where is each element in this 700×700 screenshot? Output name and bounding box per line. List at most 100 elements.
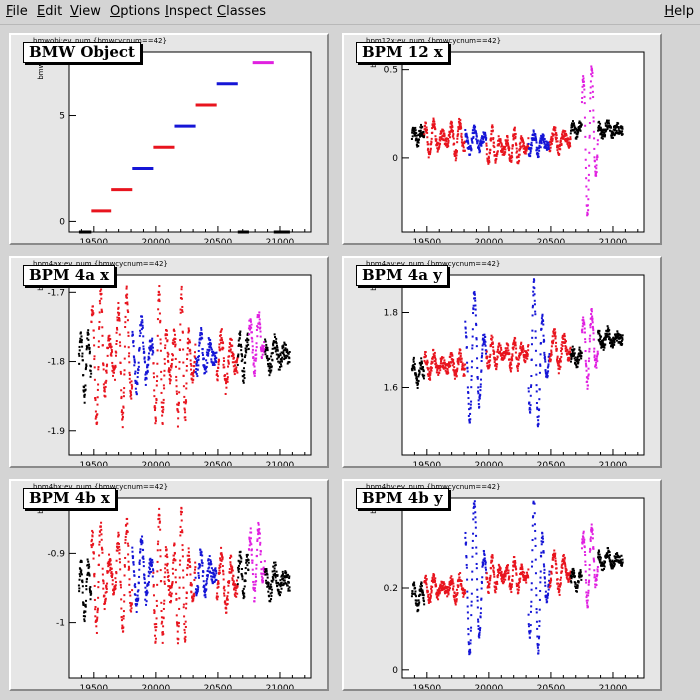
data-point <box>493 150 496 153</box>
data-point <box>189 573 192 576</box>
data-point <box>593 350 596 353</box>
data-point <box>127 544 130 547</box>
data-point <box>500 144 503 147</box>
data-point <box>157 293 160 296</box>
data-point <box>101 573 104 576</box>
data-point <box>592 327 595 330</box>
data-point <box>193 351 196 354</box>
data-point <box>255 563 258 566</box>
data-point <box>249 540 252 543</box>
data-point <box>165 553 168 556</box>
data-point <box>545 143 548 146</box>
data-point <box>429 147 432 150</box>
canvas-area[interactable]: 19500200002050021000ev_num05bmwobjbmwobj… <box>0 26 700 700</box>
data-point <box>488 582 491 585</box>
data-point <box>417 604 420 607</box>
chart-pad-bpm12x[interactable]: 19500200002050021000ev_num0.50bpmbpm12x:… <box>342 33 662 245</box>
data-point <box>538 398 541 401</box>
data-point <box>169 368 172 371</box>
data-point <box>196 368 199 371</box>
data-point <box>127 355 130 358</box>
data-point <box>454 601 457 604</box>
data-point <box>491 129 494 132</box>
data-point <box>587 188 590 191</box>
data-point <box>463 367 466 370</box>
data-point <box>105 369 108 372</box>
menu-classes[interactable]: Classes <box>217 4 266 19</box>
data-point <box>450 123 453 126</box>
data-point <box>506 139 509 142</box>
data-point <box>433 123 436 126</box>
data-point <box>464 326 467 329</box>
chart-pad-bpm4by[interactable]: 19500200002050021000ev_num0.40.20bpmbpm4… <box>342 479 662 691</box>
menu-file[interactable]: File <box>6 4 28 19</box>
data-point <box>197 567 200 570</box>
data-point <box>497 348 500 351</box>
data-point <box>593 354 596 357</box>
data-point <box>188 329 191 332</box>
data-point <box>258 528 261 531</box>
data-point <box>469 648 472 651</box>
data-point <box>540 327 543 330</box>
data-point <box>258 311 261 314</box>
data-point <box>169 601 172 604</box>
data-point <box>79 337 82 340</box>
menu-options[interactable]: Options <box>110 4 161 19</box>
chart-pad-bpm4bx[interactable]: 19500200002050021000ev_num-0.9-1bpmbpm4b… <box>9 479 329 691</box>
data-point <box>103 608 106 611</box>
data-point <box>462 368 465 371</box>
data-point <box>93 344 96 347</box>
data-point <box>145 600 148 603</box>
data-point <box>501 150 504 153</box>
data-point <box>453 374 456 377</box>
data-point <box>597 129 600 132</box>
data-point <box>552 330 555 333</box>
data-point <box>140 543 143 546</box>
data-point <box>109 337 112 340</box>
data-point <box>452 137 455 140</box>
data-point <box>152 571 155 574</box>
data-point <box>511 147 514 150</box>
data-point <box>167 571 170 574</box>
data-point <box>150 344 153 347</box>
data-point <box>472 135 475 138</box>
data-point <box>479 139 482 142</box>
menu-inspect[interactable]: Inspect <box>165 4 213 19</box>
data-point <box>601 346 604 349</box>
data-point <box>598 125 601 128</box>
data-point <box>467 633 470 636</box>
data-point <box>582 77 585 80</box>
data-point <box>418 130 421 133</box>
data-point <box>477 390 480 393</box>
menu-edit[interactable]: Edit <box>37 4 63 19</box>
data-point <box>463 590 466 593</box>
data-point <box>562 337 565 340</box>
data-point <box>274 346 277 349</box>
chart-pad-bmw[interactable]: 19500200002050021000ev_num05bmwobjbmwobj… <box>9 33 329 245</box>
data-point <box>231 344 234 347</box>
data-point <box>106 571 109 574</box>
menu-view[interactable]: View <box>70 4 101 19</box>
chart-pad-bpm4ax[interactable]: 19500200002050021000ev_num-1.7-1.8-1.9bp… <box>9 256 329 468</box>
data-point <box>507 344 510 347</box>
data-point <box>269 592 272 595</box>
data-point <box>471 328 474 331</box>
data-point <box>425 586 428 589</box>
data-point <box>280 581 283 584</box>
data-point <box>487 162 490 165</box>
data-point <box>472 129 475 132</box>
data-point <box>530 384 533 387</box>
data-point <box>80 335 83 338</box>
chart-pad-bpm4ay[interactable]: 19500200002050021000ev_num1.81.6bpmbpm4a… <box>342 256 662 468</box>
data-point <box>415 132 418 135</box>
data-point <box>169 591 172 594</box>
data-point <box>117 535 120 538</box>
data-point <box>264 570 267 573</box>
menu-help[interactable]: Help <box>664 4 694 19</box>
data-point <box>110 349 113 352</box>
data-point <box>541 138 544 141</box>
data-point <box>186 353 189 356</box>
data-point <box>210 358 213 361</box>
data-point <box>482 138 485 141</box>
data-point <box>438 590 441 593</box>
